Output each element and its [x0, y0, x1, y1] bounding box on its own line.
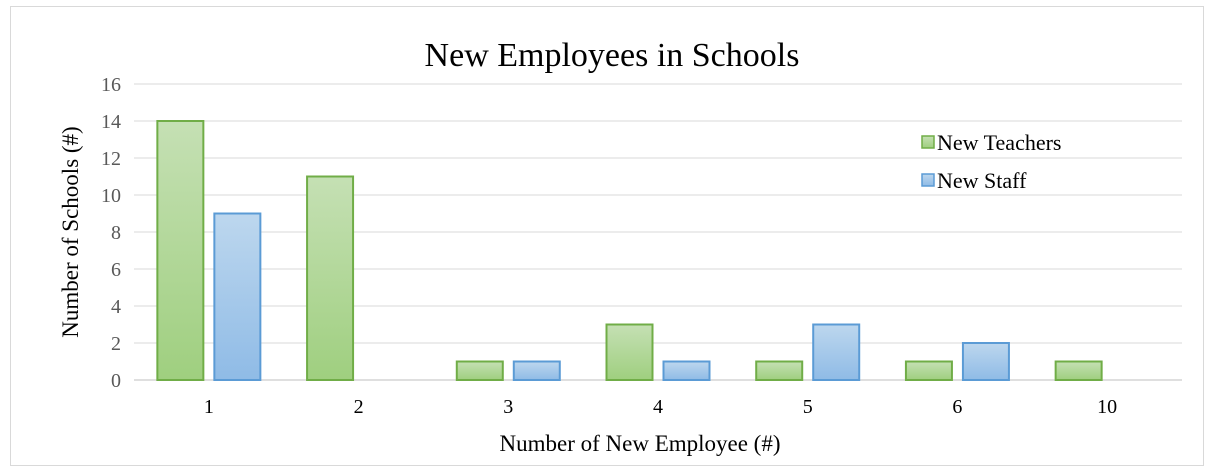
legend-label: New Teachers: [937, 130, 1062, 155]
y-tick-label: 2: [111, 333, 121, 355]
x-tick-label: 1: [204, 396, 214, 418]
bar-new-staff: [512, 360, 561, 381]
x-tick-label: 10: [1097, 396, 1117, 418]
legend-label: New Staff: [937, 168, 1027, 193]
legend-swatch: [921, 135, 935, 149]
legend-swatch: [921, 173, 935, 187]
y-tick-label: 0: [111, 370, 121, 392]
y-tick-label: 4: [111, 296, 121, 318]
x-axis-ticks: 1 2 3 4 5 6 10: [204, 396, 1117, 418]
bar-new-teachers: [455, 360, 504, 381]
x-tick-label: 3: [503, 396, 513, 418]
bar-new-teachers: [755, 360, 804, 381]
y-tick-label: 10: [101, 185, 121, 207]
y-tick-label: 6: [111, 259, 121, 281]
bar-new-staff: [662, 360, 711, 381]
x-tick-label: 6: [952, 396, 962, 418]
y-tick-label: 12: [101, 148, 121, 170]
gridlines: [134, 83, 1182, 381]
bar-new-teachers: [904, 360, 953, 381]
chart-frame: [10, 6, 1204, 466]
chart-title: New Employees in Schools: [425, 37, 800, 74]
bar-new-staff: [812, 323, 861, 381]
bar-new-staff: [213, 212, 262, 381]
y-axis-ticks: 0 2 4 6 8 10 12 14 16: [101, 74, 121, 392]
y-tick-label: 8: [111, 222, 121, 244]
bar-new-teachers: [306, 175, 355, 381]
bars: [156, 120, 1103, 381]
bar-new-teachers: [1054, 360, 1103, 381]
y-axis-title: Number of Schools (#): [58, 126, 83, 337]
y-tick-label: 14: [101, 111, 121, 133]
bar-new-teachers: [156, 120, 205, 381]
x-axis-title: Number of New Employee (#): [499, 431, 780, 456]
legend: New Teachers New Staff: [921, 130, 1062, 193]
bar-new-teachers: [605, 323, 654, 381]
bar-new-staff: [961, 342, 1010, 381]
y-tick-label: 16: [101, 74, 121, 96]
x-tick-label: 4: [653, 396, 663, 418]
x-tick-label: 2: [354, 396, 364, 418]
x-tick-label: 5: [803, 396, 813, 418]
